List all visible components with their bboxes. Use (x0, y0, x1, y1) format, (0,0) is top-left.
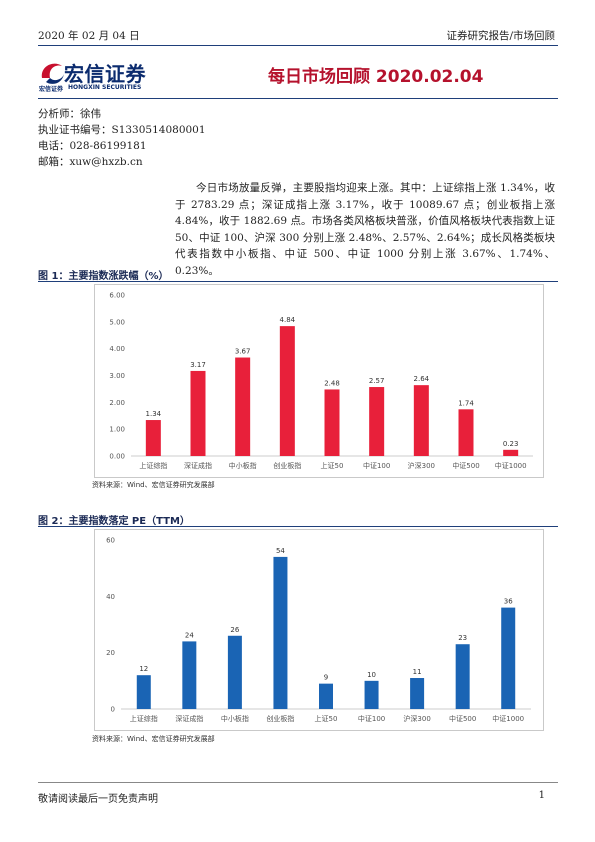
analyst-email: 邮箱：xuw@hxzb.cn (38, 156, 143, 168)
market-summary: 今日市场放量反弹，主要股指均迎来上涨。其中：上证综指上涨 1.34%，收于 27… (175, 182, 555, 277)
bar-value-label: 2.48 (324, 379, 340, 387)
bar-value-label: 1.34 (146, 410, 162, 418)
bar-value-label: 12 (139, 665, 148, 673)
figure1-divider (38, 281, 558, 282)
y-tick-label: 40 (106, 593, 115, 601)
title-divider (38, 98, 558, 99)
x-category-label: 中小板指 (229, 461, 257, 470)
y-tick-label: 4.00 (109, 345, 125, 353)
bar (190, 370, 206, 456)
logo-subtext-cn: 宏信证券 (39, 86, 64, 93)
bar (458, 409, 474, 456)
bar-value-label: 4.84 (280, 316, 296, 324)
bar (369, 387, 385, 456)
bar-value-label: 54 (276, 547, 285, 555)
disclaimer-note: 敬请阅读最后一页免责声明 (38, 794, 158, 805)
bar-value-label: 9 (324, 674, 328, 682)
figure2-source: 资料来源：Wind、宏信证券研究发展部 (92, 735, 215, 743)
bar (364, 680, 379, 709)
x-category-label: 中证500 (452, 461, 479, 470)
x-category-label: 上证50 (315, 714, 338, 723)
y-tick-label: 1.00 (109, 426, 125, 434)
bar (324, 389, 340, 456)
x-category-label: 上证50 (321, 461, 344, 470)
y-tick-label: 0 (111, 706, 115, 714)
bar-value-label: 10 (367, 671, 376, 679)
footer-divider (38, 782, 558, 783)
x-category-label: 中证1000 (492, 714, 524, 723)
header-divider (38, 45, 558, 46)
bar (273, 556, 288, 709)
bar-value-label: 26 (230, 626, 239, 634)
x-category-label: 深证成指 (184, 461, 212, 470)
x-category-label: 沪深300 (403, 714, 430, 723)
x-category-label: 深证成指 (175, 714, 203, 723)
x-category-label: 中证100 (363, 461, 390, 470)
analyst-name: 分析师：徐伟 (38, 108, 101, 120)
bar-value-label: 23 (458, 634, 467, 642)
figure2-divider (38, 526, 558, 527)
x-category-label: 创业板指 (273, 461, 301, 470)
x-category-label: 中证500 (449, 714, 476, 723)
bar-value-label: 3.67 (235, 348, 251, 356)
bar-value-label: 2.57 (369, 377, 385, 385)
bar (501, 607, 516, 709)
bar (136, 675, 151, 709)
x-category-label: 创业板指 (266, 714, 294, 723)
report-category: 证券研究报告/市场回顾 (446, 30, 555, 42)
bar (410, 678, 425, 709)
y-tick-label: 20 (106, 649, 115, 657)
x-category-label: 上证综指 (139, 461, 167, 470)
figure2-title: 图 2：主要指数落定 PE（TTM） (38, 516, 190, 527)
bar-value-label: 36 (504, 598, 513, 606)
figure1-title: 图 1：主要指数涨跌幅（%） (38, 271, 169, 282)
bar (319, 683, 333, 709)
figure1-source: 资料来源：Wind、宏信证券研究发展部 (92, 481, 215, 489)
bar (279, 326, 295, 456)
report-date: 2020 年 02 月 04 日 (38, 30, 140, 42)
bar (413, 385, 429, 456)
y-tick-label: 60 (106, 537, 115, 545)
company-logo (41, 63, 64, 84)
y-tick-label: 2.00 (109, 399, 125, 407)
bar (145, 420, 161, 456)
analyst-phone: 电话：028-86199181 (38, 140, 147, 152)
bar (455, 644, 470, 709)
y-tick-label: 5.00 (109, 318, 125, 326)
bar (503, 449, 519, 456)
y-tick-label: 6.00 (109, 292, 125, 300)
figure2-chart-frame: 0 20 40 60 12 上证综指 24 深证成指 26 中小板指 54 创业板指 9 上证50 10 中证… (94, 529, 544, 731)
figure1-chart-frame: 0.00 1.00 2.00 3.00 4.00 5.00 6.00 1.34 上证综指 3.17… (94, 284, 544, 478)
x-category-label: 中小板指 (221, 714, 249, 723)
bar-value-label: 1.74 (458, 399, 474, 407)
bar-value-label: 2.64 (414, 375, 430, 383)
page-number: 1 (538, 790, 545, 801)
logo-text: 宏信证券 (64, 62, 146, 86)
bar-value-label: 0.23 (503, 440, 519, 448)
analyst-license: 执业证书编号：S1330514080001 (38, 124, 206, 136)
figure1-chart: 0.00 1.00 2.00 3.00 4.00 5.00 6.00 1.34 上证综指 3.17… (109, 292, 533, 470)
x-category-label: 中证100 (358, 714, 385, 723)
bar-value-label: 24 (185, 631, 194, 639)
bar-value-label: 3.17 (190, 361, 206, 369)
x-category-label: 上证综指 (130, 714, 158, 723)
page-title: 每日市场回顾 2020.02.04 (268, 67, 484, 87)
y-tick-label: 3.00 (109, 372, 125, 380)
bar (227, 635, 242, 709)
x-category-label: 中证1000 (495, 461, 527, 470)
x-category-label: 沪深300 (408, 461, 435, 470)
figure2-chart: 0 20 40 60 12 上证综指 24 深证成指 26 中小板指 54 创业板指 9 上证50 10 中证… (106, 537, 531, 723)
logo-subtext-en: HONGXIN SECURITIES (68, 84, 142, 91)
bar-value-label: 11 (413, 668, 422, 676)
bar (235, 357, 251, 456)
bar (182, 641, 197, 709)
y-tick-label: 0.00 (109, 453, 125, 461)
